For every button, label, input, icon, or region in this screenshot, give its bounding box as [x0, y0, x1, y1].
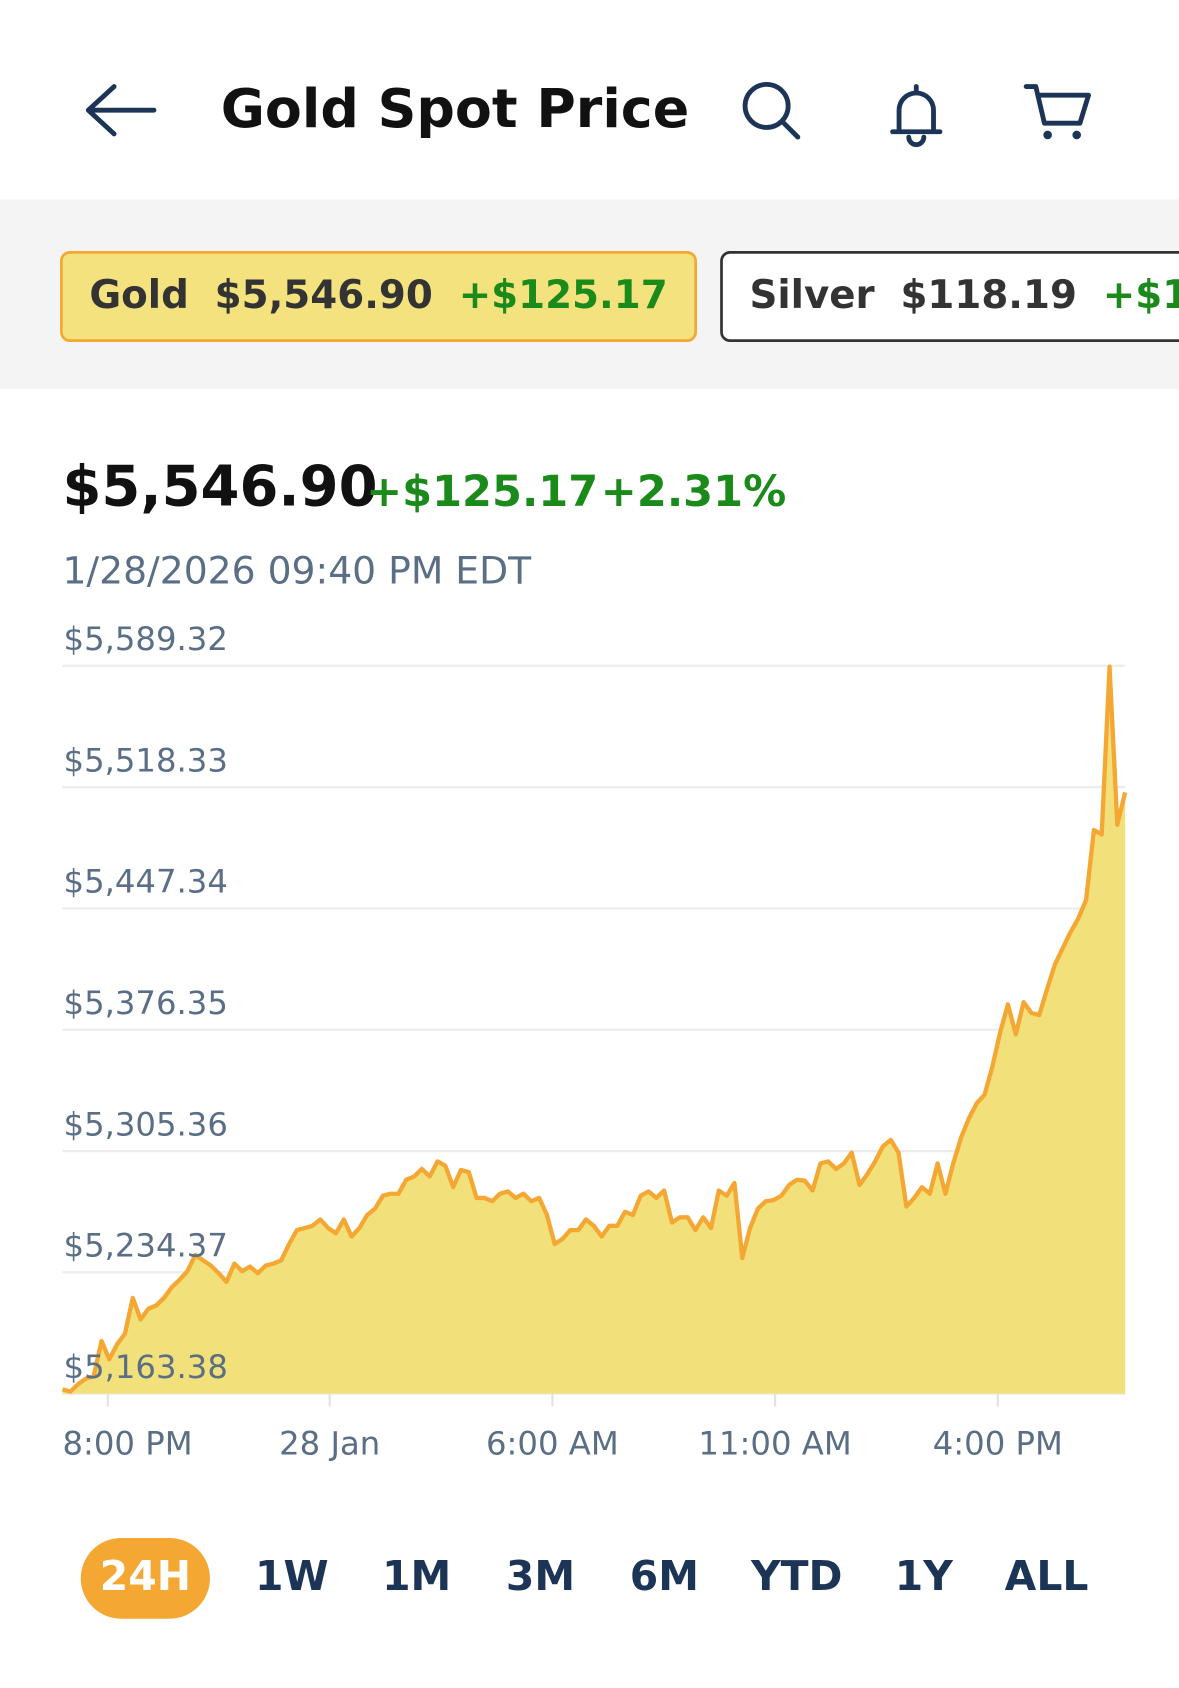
range-label[interactable]: 1Y — [895, 1552, 954, 1600]
quote-change: +$125.17 — [366, 467, 598, 517]
notifications-button[interactable] — [890, 84, 943, 148]
metal-tab-bg[interactable] — [720, 251, 1179, 342]
search-icon[interactable] — [742, 81, 791, 130]
metal-tab-bg[interactable] — [60, 251, 697, 342]
y-tick-label: $5,589.32 — [64, 620, 228, 658]
y-tick-label: $5,305.36 — [64, 1105, 228, 1143]
metal-tab-change[interactable]: +$1.18 — [1103, 273, 1179, 318]
search-icon-handle[interactable] — [780, 119, 801, 140]
range-label[interactable]: 1W — [255, 1552, 329, 1600]
metal-tab[interactable]: Gold $5,546.90 +$125.17 — [60, 251, 697, 342]
range-button[interactable]: 3M — [506, 1552, 575, 1600]
back-arrow-icon[interactable] — [85, 84, 157, 137]
x-tick-label: 8:00 PM — [62, 1424, 192, 1462]
range-button[interactable]: 24H — [80, 1537, 210, 1619]
quote-percent: +2.31% — [601, 467, 786, 517]
y-tick-label: $5,447.34 — [64, 863, 228, 901]
cart-button[interactable] — [1023, 84, 1091, 140]
cart-wheel[interactable] — [1072, 130, 1082, 140]
metal-tab[interactable]: Silver $118.19 +$1.18 — [720, 251, 1179, 342]
bell-icon[interactable] — [890, 84, 943, 148]
range-button[interactable]: YTD — [750, 1552, 842, 1600]
page-title: Gold Spot Price — [221, 77, 690, 140]
y-tick-label: $5,376.35 — [64, 984, 228, 1022]
price-chart: $5,589.32 $5,518.33 $5,447.34 $5,376.35 $5,3… — [61, 620, 1128, 1462]
search-button[interactable] — [742, 81, 801, 140]
range-label[interactable]: ALL — [1005, 1552, 1089, 1600]
price-line — [61, 664, 1128, 1394]
metal-tab-change[interactable]: +$125.17 — [459, 273, 668, 318]
metal-tab-name[interactable]: Gold — [89, 273, 188, 318]
range-label[interactable]: 1M — [382, 1552, 451, 1600]
area-fill — [62, 666, 1126, 1394]
y-tick-label: $5,518.33 — [64, 741, 228, 779]
range-button[interactable]: 1W — [255, 1552, 329, 1600]
range-button[interactable]: ALL — [1005, 1552, 1089, 1600]
range-button[interactable]: 1M — [382, 1552, 451, 1600]
cart-icon[interactable] — [1023, 84, 1091, 126]
range-button[interactable]: 6M — [630, 1552, 699, 1600]
range-label[interactable]: YTD — [750, 1552, 842, 1600]
range-selector: 24H 1W 1M 3M 6M YTD 1Y ALL — [80, 1537, 1089, 1619]
x-tick-label: 4:00 PM — [933, 1424, 1063, 1462]
range-label[interactable]: 6M — [630, 1552, 699, 1600]
quote-price: $5,546.90 — [62, 454, 377, 519]
back-button[interactable] — [85, 84, 157, 137]
range-label[interactable]: 3M — [506, 1552, 575, 1600]
range-label[interactable]: 24H — [100, 1552, 191, 1600]
y-tick-label: $5,163.38 — [64, 1348, 228, 1386]
range-button[interactable]: 1Y — [895, 1552, 954, 1600]
range-active-pill[interactable] — [80, 1537, 210, 1619]
x-tick-label: 11:00 AM — [698, 1424, 851, 1462]
metal-tab-price[interactable]: $118.19 — [900, 273, 1076, 318]
y-tick-label: $5,234.37 — [64, 1227, 228, 1265]
metal-tab-name[interactable]: Silver — [749, 273, 874, 318]
x-tick-label: 6:00 AM — [486, 1424, 619, 1462]
cart-wheel[interactable] — [1043, 130, 1052, 140]
quote-timestamp: 1/28/2026 09:40 PM EDT — [62, 549, 532, 593]
metal-tab-price[interactable]: $5,546.90 — [215, 273, 433, 318]
x-tick-label: 28 Jan — [279, 1424, 380, 1462]
